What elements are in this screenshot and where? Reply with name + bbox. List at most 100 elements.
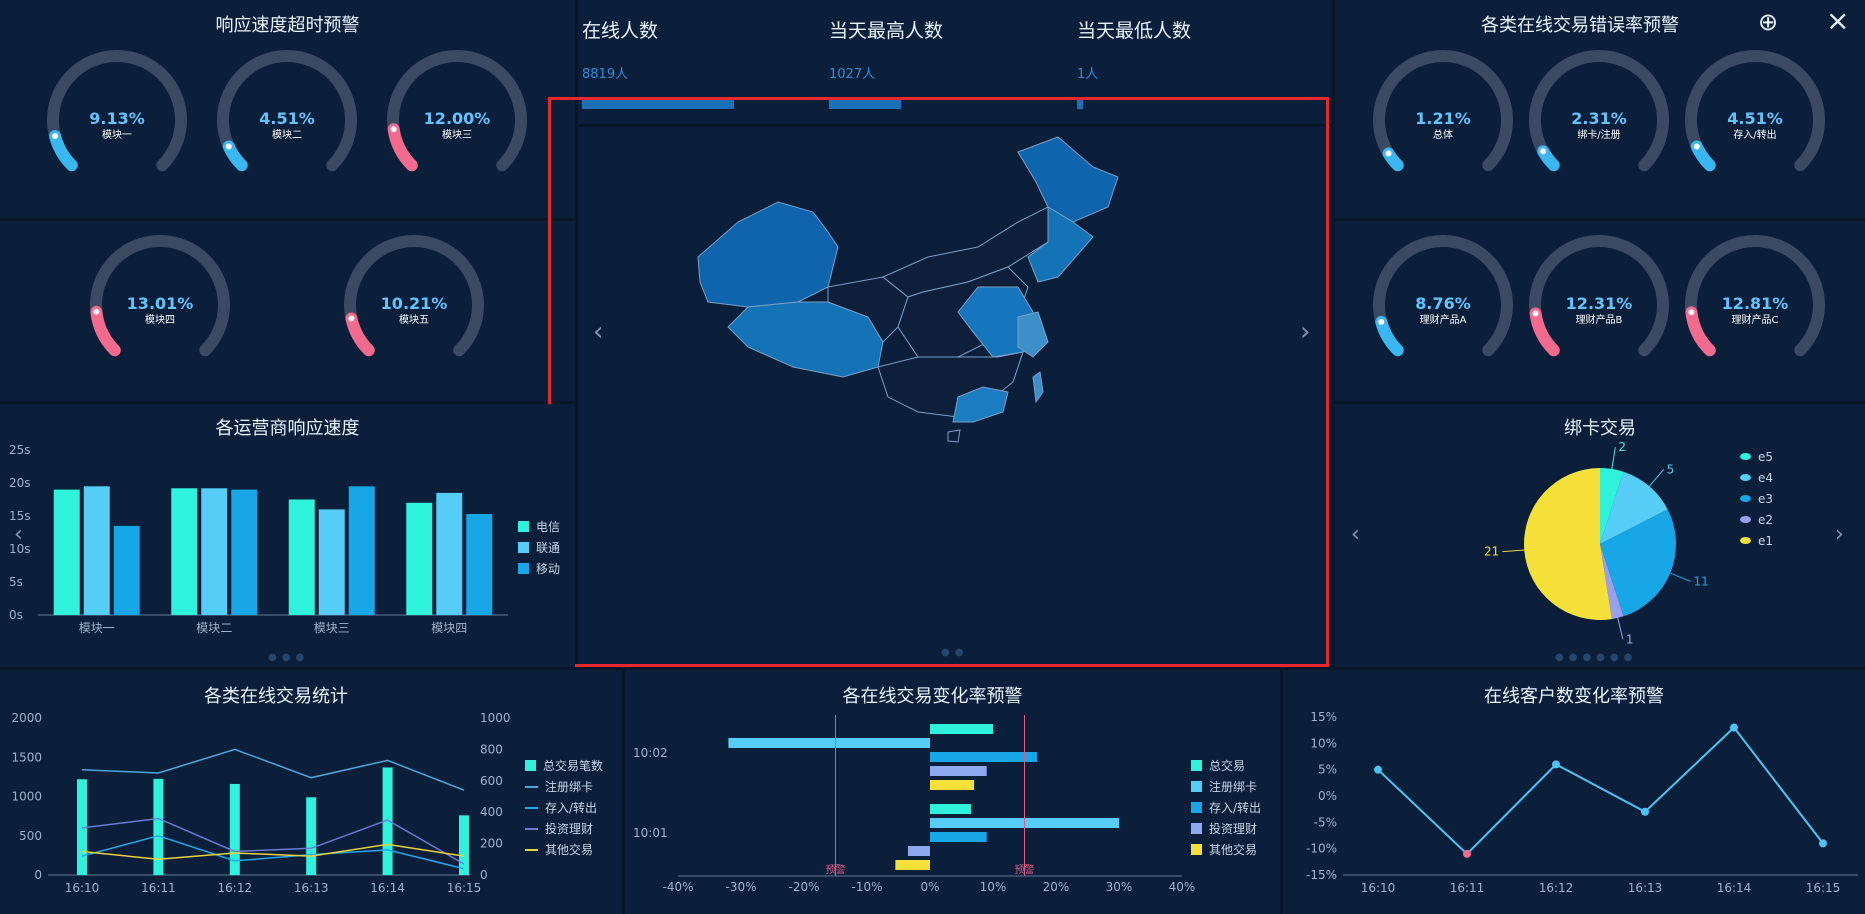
y-tick-label: 15s [9, 509, 31, 523]
pie-label: 1 [1626, 632, 1634, 646]
gauge-knob [93, 308, 100, 315]
line-存入/转出 [81, 834, 465, 870]
bar-联通 [436, 492, 463, 615]
x-tick-label: 16:11 [1450, 881, 1485, 895]
data-point [1552, 760, 1560, 769]
x-tick-label: 16:15 [447, 881, 482, 895]
bar-移动 [231, 489, 258, 615]
legend-item-total[interactable]: 总交易 [1191, 755, 1261, 776]
legend-item-unicom[interactable]: 联通 [518, 537, 560, 558]
pie-label: 21 [1484, 545, 1499, 559]
legend-item-deposit[interactable]: 存入/转出 [1191, 797, 1261, 818]
stat-max-value: 1027人 [829, 67, 876, 82]
response-timeout-title: 响应速度超时预警 [215, 15, 360, 36]
gauge-label: 模块二 [272, 129, 302, 141]
operator-legend: 电信 联通 移动 [518, 516, 560, 579]
gauge-knob [1532, 310, 1539, 317]
legend-item-deposit[interactable]: 存入/转出 [525, 797, 603, 818]
close-icon[interactable]: × [1826, 4, 1850, 37]
china-map[interactable] [578, 127, 1332, 667]
pie-next-arrow[interactable]: › [1835, 522, 1844, 547]
operator-bar-chart: 0s 5s 10s 15s 20s 25s 模块一 模块二 模块三 模块四 [9, 443, 508, 635]
map-region-heilongjiang [1017, 136, 1119, 223]
customer-rate-title: 在线客户数变化率预警 [1484, 686, 1664, 707]
map-prev-arrow[interactable]: ‹ [593, 317, 604, 347]
gauge-label: 总体 [1433, 128, 1453, 141]
bar-电信 [53, 489, 80, 615]
gauge-track [47, 50, 187, 172]
bar-total [306, 797, 317, 875]
legend-swatch [1740, 474, 1751, 481]
legend-label: 存入/转出 [1209, 801, 1262, 815]
legend-item-other[interactable]: 其他交易 [1191, 839, 1261, 860]
legend-label: e4 [1758, 470, 1774, 485]
bind-card-title: 绑卡交易 [1564, 418, 1636, 439]
legend-item-e4[interactable]: e4 [1740, 467, 1773, 488]
gauge-value-arc [1529, 307, 1560, 357]
gauge-value: 1.21% [1415, 109, 1471, 128]
legend-swatch [1191, 760, 1202, 771]
legend-item-e3[interactable]: e3 [1740, 488, 1773, 509]
pie-prev-arrow[interactable]: ‹ [1351, 522, 1360, 547]
line-其他交易 [81, 843, 465, 861]
line-投资理财 [81, 817, 465, 865]
legend-item-register[interactable]: 注册绑卡 [525, 776, 603, 797]
pie-label-line [1617, 617, 1624, 640]
legend-swatch [525, 848, 538, 851]
pie-page-dots[interactable]: ●●●●●● [1555, 652, 1638, 663]
x-tick-label: 16:11 [141, 881, 176, 895]
legend-label: 投资理财 [545, 822, 594, 836]
bar-移动 [466, 514, 493, 615]
legend-item-total[interactable]: 总交易笔数 [525, 755, 603, 776]
legend-item-e2[interactable]: e2 [1740, 509, 1773, 530]
gauge-knob [1688, 309, 1695, 316]
legend-item-mobile[interactable]: 移动 [518, 558, 560, 579]
legend-label: 联通 [536, 541, 561, 555]
operator-speed-title: 各运营商响应速度 [215, 418, 360, 439]
legend-item-invest[interactable]: 投资理财 [525, 818, 603, 839]
map-next-arrow[interactable]: › [1300, 317, 1311, 347]
x-tick-label: 16:10 [65, 881, 100, 895]
trade-stats-panel: 各类在线交易统计 0 500 1000 1500 2000 0 200 400 600 800 10… [0, 670, 622, 914]
x-tick-label: 16:12 [1539, 881, 1574, 895]
x-tick-label: 模块二 [196, 621, 232, 635]
gauge-label: 存入/转出 [1733, 128, 1776, 141]
gauge-value: 12.00% [424, 109, 491, 128]
legend-item-e5[interactable]: e5 [1740, 446, 1773, 467]
legend-item-e1[interactable]: e1 [1740, 530, 1773, 551]
legend-item-telecom[interactable]: 电信 [518, 516, 560, 537]
gauge-knob [1693, 143, 1700, 150]
x-tick-label: 0% [920, 880, 939, 894]
stats-panel: 在线人数 8819人 当天最高人数 1027人 当天最低人数 1人 [578, 0, 1332, 124]
legend-swatch [525, 827, 538, 830]
customer-rate-line [1377, 726, 1824, 856]
bar-投资理财 [930, 766, 987, 776]
gauge-knob [225, 143, 232, 150]
data-point [1641, 807, 1649, 816]
gauge-label: 模块四 [145, 314, 175, 326]
error-rate-title: 各类在线交易错误率预警 [1481, 15, 1679, 36]
line-注册绑卡 [81, 748, 465, 791]
legend-item-other[interactable]: 其他交易 [525, 839, 603, 860]
legend-item-invest[interactable]: 投资理财 [1191, 818, 1261, 839]
customer-rate-panel: 在线客户数变化率预警 -15% -10% -5% 0% 5% 10% 15% 16:10 16:… [1283, 670, 1865, 914]
operator-page-dots[interactable]: ●●● [268, 652, 310, 663]
legend-swatch [1740, 537, 1751, 544]
zoom-icon[interactable]: ⊕ [1758, 8, 1779, 36]
x-tick-label: 20% [1043, 880, 1070, 894]
gauge-track [1373, 235, 1513, 357]
gauge-knob [390, 126, 397, 133]
stat-max-bar [829, 99, 902, 109]
y-tick-left: 2000 [11, 711, 42, 725]
operator-prev-arrow[interactable]: ‹ [14, 522, 23, 547]
map-page-dots[interactable]: ●● [941, 647, 969, 658]
y-tick-label: -5% [1314, 815, 1337, 829]
bar-电信 [171, 488, 198, 615]
legend-item-register[interactable]: 注册绑卡 [1191, 776, 1261, 797]
stat-online-value: 8819人 [582, 67, 629, 82]
bar-total [459, 815, 469, 875]
bar-总交易 [930, 724, 993, 734]
trade-stats-legend: 总交易笔数 注册绑卡 存入/转出 投资理财 其他交易 [525, 755, 603, 860]
